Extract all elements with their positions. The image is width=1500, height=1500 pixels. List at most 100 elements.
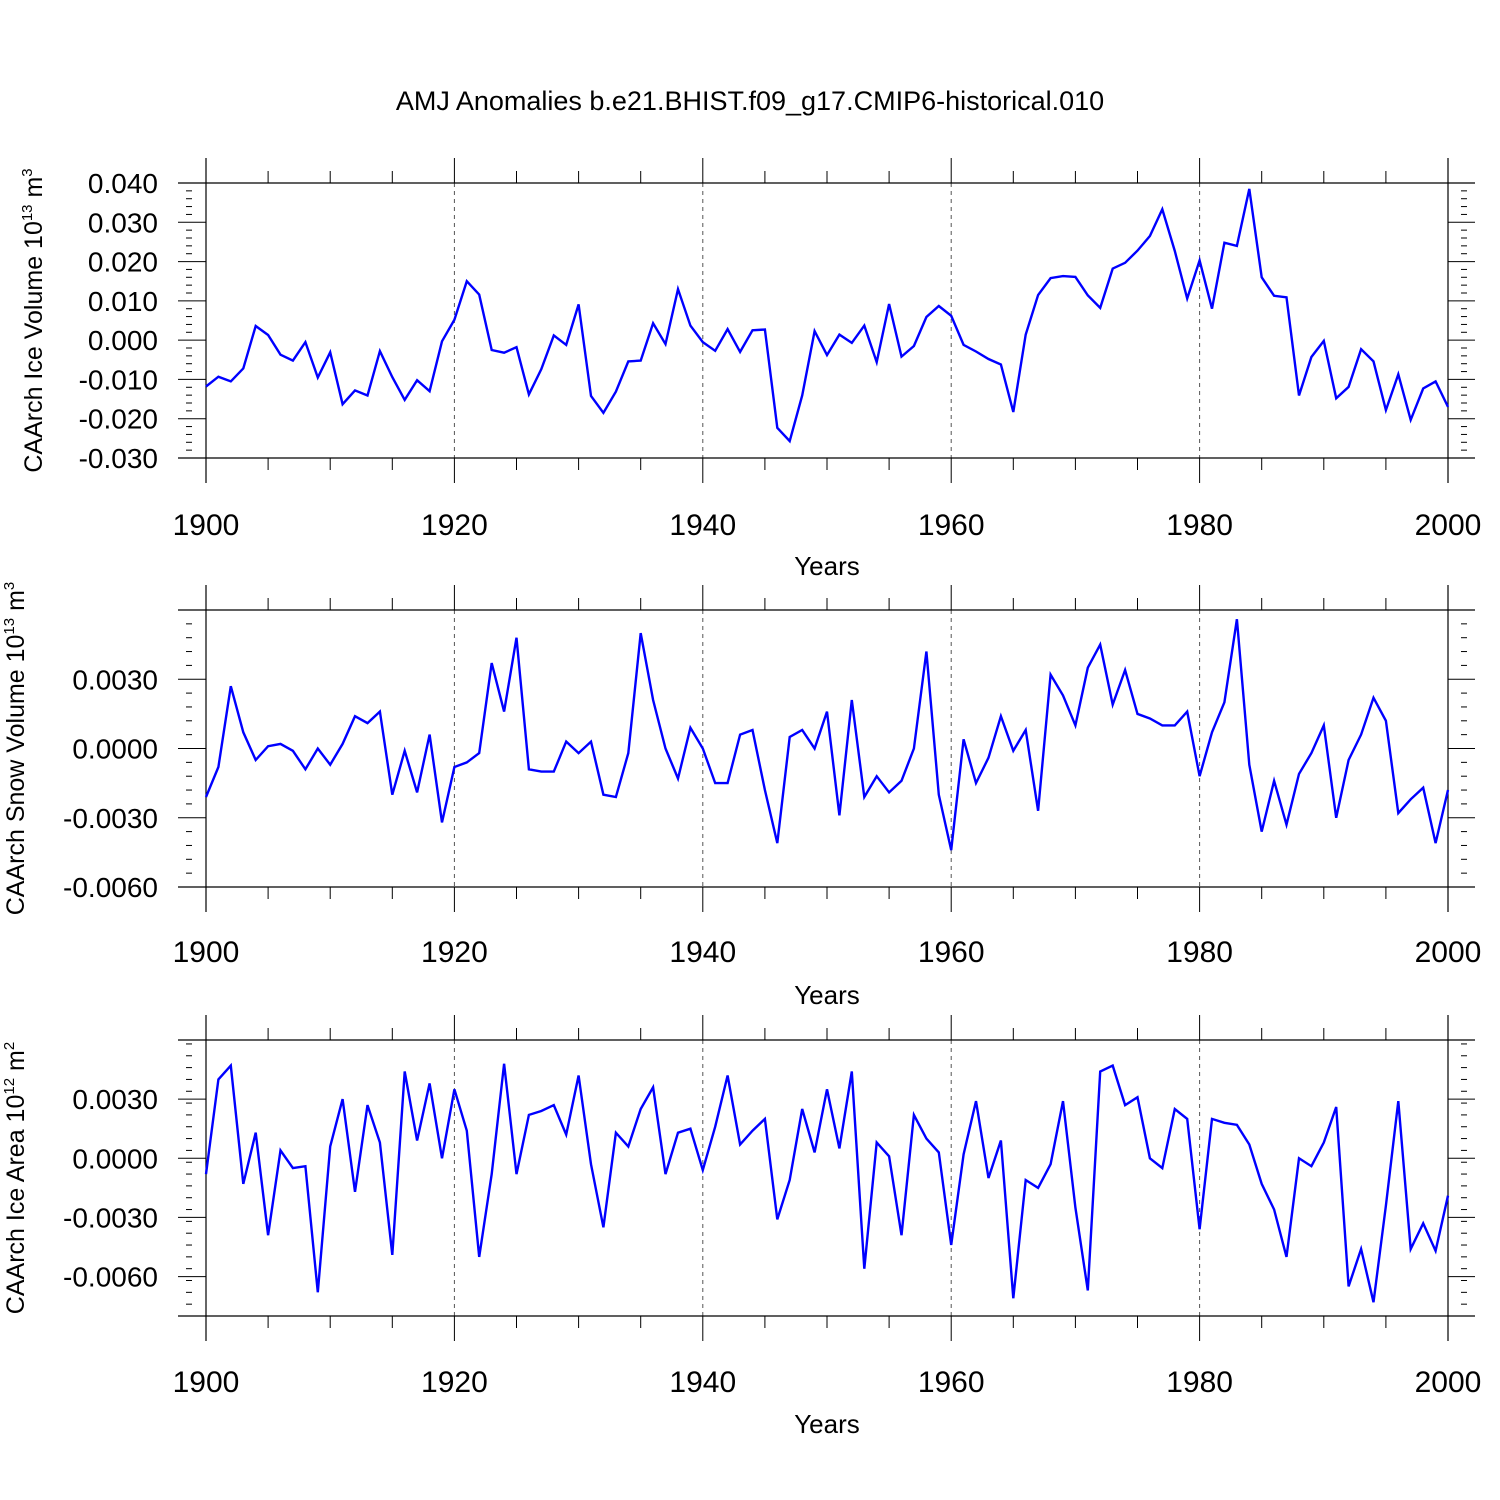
data-point	[851, 1070, 853, 1072]
data-point	[689, 324, 691, 326]
data-point	[1323, 724, 1325, 726]
data-point	[1310, 1165, 1312, 1167]
data-point	[1223, 701, 1225, 703]
data-series-line	[205, 188, 1450, 444]
data-point	[391, 1254, 393, 1256]
data-point	[205, 385, 207, 387]
data-point	[1198, 775, 1200, 777]
data-point	[453, 766, 455, 768]
data-point	[962, 738, 964, 740]
data-point	[640, 632, 642, 634]
data-point	[230, 1064, 232, 1066]
data-point	[640, 359, 642, 361]
data-point	[1074, 1206, 1076, 1208]
x-axis-label: Years	[794, 551, 860, 581]
data-point	[1049, 277, 1051, 279]
x-tick-label: 1900	[173, 1366, 240, 1399]
data-point	[826, 710, 828, 712]
data-point	[304, 341, 306, 343]
data-point	[503, 1062, 505, 1064]
data-point	[1211, 1118, 1213, 1120]
y-axis-label-text: CAArch Ice Volume 10	[20, 221, 48, 473]
data-point	[1285, 296, 1287, 298]
data-point	[553, 770, 555, 772]
x-tick-label: 1960	[918, 509, 985, 542]
data-point	[1161, 724, 1163, 726]
data-point	[1025, 729, 1027, 731]
data-point	[553, 334, 555, 336]
data-point	[1074, 276, 1076, 278]
data-point	[900, 1234, 902, 1236]
x-tick-label: 1920	[421, 936, 488, 969]
data-point	[1062, 1100, 1064, 1102]
data-point	[751, 729, 753, 731]
data-point	[1397, 373, 1399, 375]
data-point	[1236, 245, 1238, 247]
data-point	[515, 346, 517, 348]
data-point	[292, 359, 294, 361]
data-point	[962, 344, 964, 346]
data-point	[627, 752, 629, 754]
data-point	[764, 328, 766, 330]
data-point	[1149, 717, 1151, 719]
data-point	[466, 280, 468, 282]
data-point	[1000, 363, 1002, 365]
data-point	[702, 341, 704, 343]
data-point	[528, 768, 530, 770]
data-point	[1174, 1108, 1176, 1110]
y-axis-label-text: CAArch Ice Area 10	[2, 1095, 30, 1315]
data-point	[801, 1108, 803, 1110]
x-tick-label: 1960	[918, 1366, 985, 1399]
data-point	[242, 731, 244, 733]
data-point	[677, 1131, 679, 1133]
data-point	[776, 427, 778, 429]
data-point	[1385, 720, 1387, 722]
data-point	[254, 759, 256, 761]
data-point	[366, 722, 368, 724]
data-point	[1223, 1122, 1225, 1124]
y-tick-label: 0.000	[88, 325, 158, 356]
data-point	[789, 1179, 791, 1181]
data-point	[875, 361, 877, 363]
data-point	[341, 743, 343, 745]
data-point	[1447, 1195, 1449, 1197]
data-point	[950, 315, 952, 317]
data-point	[590, 740, 592, 742]
data-point	[938, 793, 940, 795]
y-tick-label: -0.020	[79, 404, 158, 435]
data-point	[416, 791, 418, 793]
data-point	[366, 1104, 368, 1106]
data-point	[292, 750, 294, 752]
data-point	[1223, 242, 1225, 244]
data-point	[577, 752, 579, 754]
data-point	[478, 293, 480, 295]
data-point	[1323, 340, 1325, 342]
data-point	[975, 350, 977, 352]
data-point	[1236, 618, 1238, 620]
data-point	[863, 796, 865, 798]
data-point	[416, 379, 418, 381]
data-point	[1161, 208, 1163, 210]
data-point	[863, 324, 865, 326]
data-point	[1248, 1143, 1250, 1145]
data-point	[1372, 697, 1374, 699]
data-point	[888, 1155, 890, 1157]
y-axis-label: CAArch Snow Volume 1013 m3	[1, 582, 30, 916]
data-point	[1211, 731, 1213, 733]
x-axis-label: Years	[794, 980, 860, 1010]
data-point	[1037, 1187, 1039, 1189]
data-point	[1261, 276, 1263, 278]
data-point	[1410, 1248, 1412, 1250]
data-point	[726, 328, 728, 330]
data-point	[1434, 842, 1436, 844]
data-point	[1211, 308, 1213, 310]
x-tick-label: 2000	[1415, 1366, 1482, 1399]
data-point	[627, 360, 629, 362]
data-point	[1136, 713, 1138, 715]
data-point	[602, 412, 604, 414]
data-point	[1273, 1208, 1275, 1210]
data-point	[503, 352, 505, 354]
data-point	[602, 793, 604, 795]
data-point	[751, 329, 753, 331]
